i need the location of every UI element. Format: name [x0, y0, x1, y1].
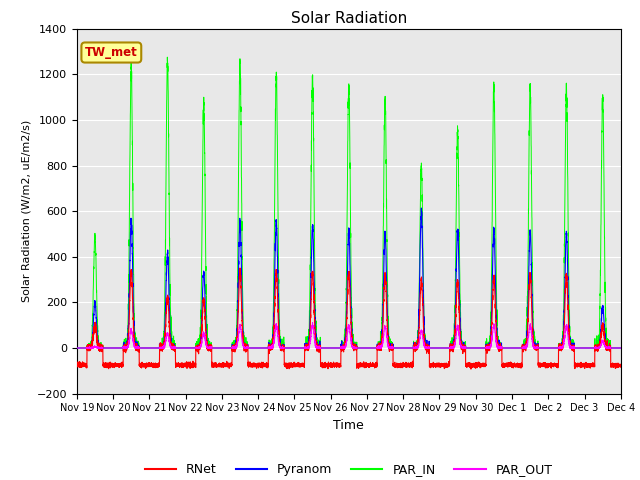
- X-axis label: Time: Time: [333, 419, 364, 432]
- Y-axis label: Solar Radiation (W/m2, uE/m2/s): Solar Radiation (W/m2, uE/m2/s): [21, 120, 31, 302]
- Legend: RNet, Pyranom, PAR_IN, PAR_OUT: RNet, Pyranom, PAR_IN, PAR_OUT: [140, 458, 557, 480]
- Title: Solar Radiation: Solar Radiation: [291, 11, 407, 26]
- Text: TW_met: TW_met: [85, 46, 138, 59]
